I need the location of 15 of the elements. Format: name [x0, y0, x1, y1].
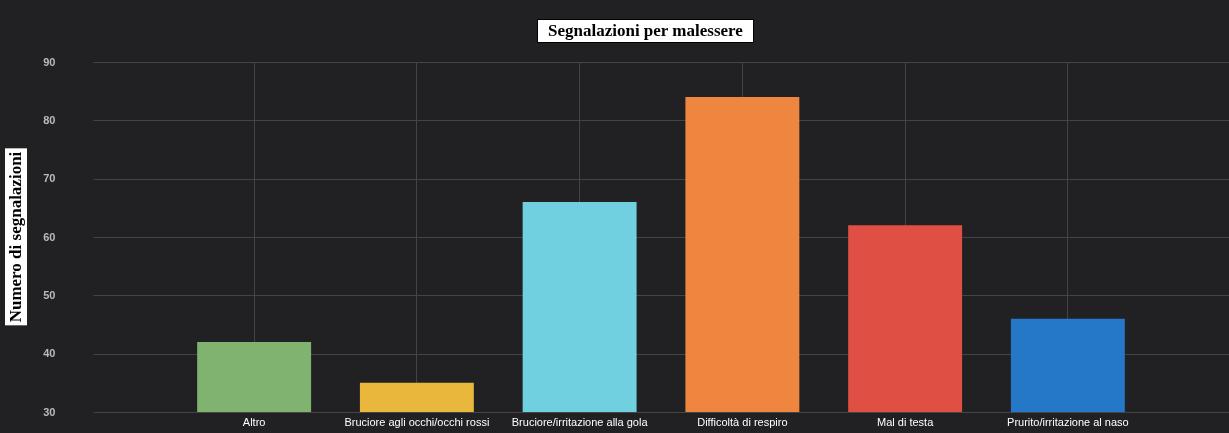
chart-title: Segnalazioni per malessere	[537, 19, 754, 43]
y-tick-label: 50	[43, 288, 56, 301]
y-tick-label: 90	[43, 55, 56, 68]
y-tick-label: 80	[43, 113, 56, 126]
x-tick-label: Difficoltà di respiro	[697, 415, 788, 428]
y-tick-label: 70	[43, 172, 56, 185]
y-tick-label: 30	[43, 405, 56, 418]
y-tick-label: 40	[43, 347, 56, 360]
x-tick-label: Mal di testa	[877, 415, 935, 428]
x-tick-label: Altro	[242, 415, 266, 428]
x-tick-label: Prurito/irritazione al naso	[1007, 415, 1129, 428]
x-tick-label: Bruciore agli occhi/occhi rossi	[344, 415, 490, 428]
x-tick-label: Bruciore/irritazione alla gola	[511, 415, 649, 428]
y-axis-title: Numero di segnalazioni	[5, 148, 27, 326]
y-tick-label: 60	[43, 230, 56, 243]
